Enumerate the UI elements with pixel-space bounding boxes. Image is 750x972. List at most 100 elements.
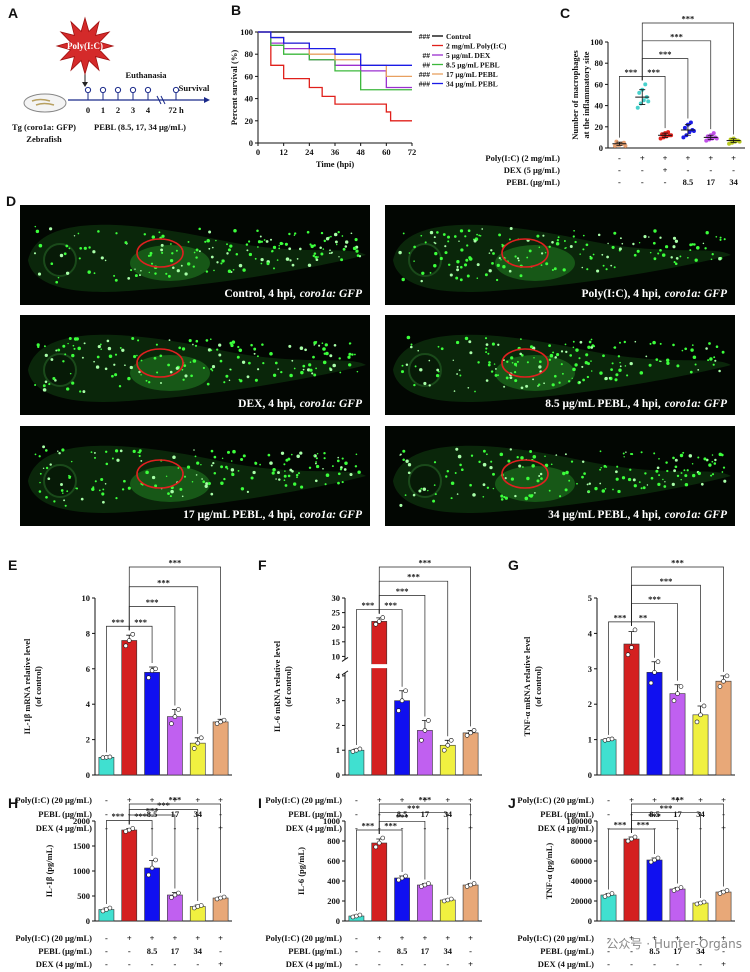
gfp-cell — [606, 255, 609, 259]
bar — [715, 680, 732, 776]
gfp-cell — [288, 247, 292, 251]
gfp-cell — [518, 464, 522, 468]
gfp-cell — [134, 274, 138, 278]
gfp-cell — [238, 348, 243, 353]
gfp-cell — [467, 229, 471, 233]
gfp-cell — [181, 347, 186, 351]
y-tick-label: 60 — [595, 79, 604, 89]
gfp-cell — [99, 343, 102, 346]
gfp-cell — [102, 500, 105, 504]
y-tick-label: 20 — [595, 122, 604, 132]
gfp-cell — [63, 252, 67, 256]
gfp-cell — [64, 353, 67, 356]
condition-value: - — [641, 165, 644, 175]
gfp-cell — [615, 373, 619, 377]
condition-value: + — [685, 153, 690, 163]
gfp-cell — [45, 495, 48, 499]
gfp-cell — [183, 475, 187, 478]
gfp-cell — [479, 235, 482, 237]
condition-name: DEX (4 μg/mL) — [36, 823, 92, 833]
gfp-cell — [42, 384, 46, 388]
panel-label: D — [6, 193, 16, 209]
gfp-cell — [296, 476, 298, 479]
gfp-cell — [652, 340, 656, 345]
condition-value: - — [355, 959, 358, 969]
gfp-cell — [93, 360, 95, 363]
gfp-cell — [322, 248, 325, 250]
data-point — [176, 890, 181, 896]
gfp-cell — [714, 458, 717, 462]
gfp-cell — [232, 449, 236, 454]
condition-value: - — [641, 177, 644, 187]
gfp-cell — [687, 256, 689, 259]
gfp-cell — [481, 228, 484, 230]
data-point — [373, 844, 379, 850]
data-point — [169, 721, 174, 726]
fluorescence-image: 34 μg/mL PEBL, 4 hpi, coro1a: GFP — [385, 426, 735, 526]
gfp-cell — [590, 370, 593, 372]
panel-label: H — [8, 795, 18, 811]
y-axis-label: TNF-α mRNA relative level — [522, 636, 532, 736]
gfp-cell — [79, 390, 82, 393]
time-point — [114, 86, 122, 94]
gfp-cell — [526, 256, 529, 259]
gfp-cell — [629, 361, 633, 366]
y-axis-label: IL-6 mRNA relative level — [272, 640, 282, 732]
error-bar — [616, 141, 623, 146]
gfp-cell — [195, 248, 199, 252]
gfp-cell — [642, 486, 646, 490]
gfp-cell — [315, 367, 317, 370]
gfp-cell — [672, 236, 677, 240]
gfp-cell — [450, 497, 453, 500]
gfp-cell — [296, 454, 300, 459]
panel-label: I — [258, 795, 262, 811]
gfp-cell — [435, 373, 440, 378]
gfp-cell — [562, 471, 566, 476]
condition-value: + — [663, 153, 668, 163]
gfp-cell — [674, 262, 678, 266]
gfp-cell — [291, 359, 294, 362]
data-point — [403, 873, 408, 879]
gfp-cell — [605, 268, 608, 271]
gfp-cell — [320, 231, 324, 235]
condition-value: - — [607, 795, 610, 805]
gfp-cell — [211, 365, 216, 369]
gfp-cell — [170, 243, 172, 245]
bar — [669, 693, 686, 776]
gfp-cell — [200, 463, 202, 466]
gfp-cell — [573, 229, 575, 232]
gfp-cell — [188, 339, 192, 343]
condition-value: + — [663, 165, 668, 175]
gfp-cell — [220, 262, 223, 265]
bar — [98, 756, 115, 776]
panel-label: E — [8, 557, 17, 573]
gfp-cell — [246, 249, 249, 252]
gfp-cell — [167, 274, 171, 278]
gfp-cell — [428, 384, 431, 387]
gfp-cell — [271, 250, 273, 253]
gfp-cell — [404, 494, 407, 496]
gfp-cell — [194, 344, 198, 347]
gfp-cell — [77, 232, 80, 235]
condition-name: DEX (4 μg/mL) — [538, 959, 594, 969]
gfp-cell — [50, 262, 54, 266]
gfp-cell — [131, 336, 135, 341]
gfp-cell — [107, 346, 112, 351]
condition-value: - — [196, 959, 199, 969]
gfp-cell — [476, 263, 480, 267]
gfp-cell — [68, 474, 70, 477]
gfp-cell — [134, 268, 136, 270]
gfp-cell — [245, 243, 249, 246]
y-axis-label: at the inflammatory site — [581, 51, 591, 138]
gfp-cell — [291, 263, 295, 267]
gfp-cell — [507, 459, 511, 463]
data-point — [214, 721, 220, 726]
gfp-cell — [434, 493, 437, 496]
data-point — [614, 139, 619, 144]
gfp-cell — [576, 482, 578, 485]
gfp-cell — [474, 390, 476, 393]
gfp-cell — [78, 257, 81, 260]
condition-value: - — [709, 165, 712, 175]
gfp-cell — [280, 451, 285, 455]
gfp-cell — [269, 352, 273, 356]
